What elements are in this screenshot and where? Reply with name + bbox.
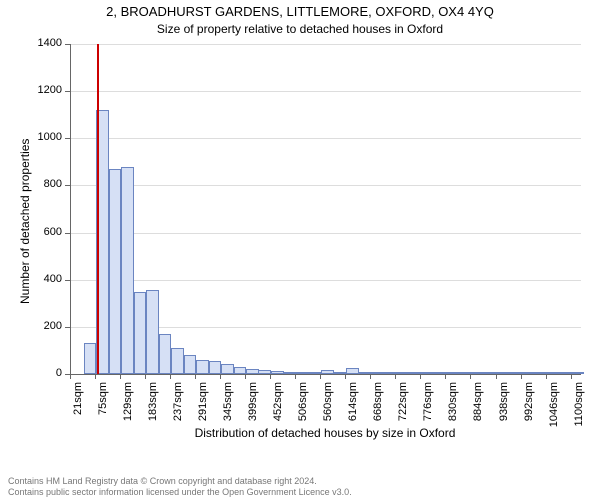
x-tick-label: 291sqm [197,382,209,432]
y-tick-label: 600 [28,226,62,238]
x-tick [521,374,522,379]
histogram-bar [346,368,359,374]
x-tick-label: 776sqm [422,382,434,432]
x-tick-label: 21sqm [72,382,84,432]
x-tick [195,374,196,379]
histogram-bar [209,361,222,374]
x-tick-label: 129sqm [122,382,134,432]
x-tick-label: 938sqm [498,382,510,432]
x-tick [245,374,246,379]
x-tick [170,374,171,379]
histogram-bar [109,169,122,374]
x-tick-label: 1046sqm [548,382,560,432]
histogram-bar [572,372,585,374]
gridline [71,44,581,45]
histogram-bar [471,372,484,374]
x-tick-label: 183sqm [147,382,159,432]
x-tick-label: 722sqm [397,382,409,432]
y-tick-label: 1200 [28,84,62,96]
histogram-bar [134,292,147,375]
histogram-bar [84,343,97,374]
x-tick [420,374,421,379]
chart-subtitle: Size of property relative to detached ho… [0,22,600,36]
x-tick [470,374,471,379]
x-tick [70,374,71,379]
x-tick-label: 237sqm [172,382,184,432]
x-tick [345,374,346,379]
y-tick [65,138,70,139]
footer-attribution: Contains HM Land Registry data © Crown c… [8,476,352,499]
gridline [71,185,581,186]
histogram-bar [184,355,197,374]
y-tick-label: 1400 [28,37,62,49]
histogram-bar [497,372,510,374]
plot-area [70,44,581,375]
x-tick-label: 830sqm [447,382,459,432]
gridline [71,233,581,234]
y-tick [65,233,70,234]
x-tick-label: 75sqm [97,382,109,432]
histogram-bar [296,372,309,374]
y-tick [65,91,70,92]
y-tick-label: 0 [28,367,62,379]
histogram-bar [446,372,459,374]
x-tick-label: 506sqm [297,382,309,432]
histogram-bar [221,364,234,374]
x-tick [295,374,296,379]
x-tick [496,374,497,379]
x-tick-label: 668sqm [372,382,384,432]
x-tick-label: 992sqm [523,382,535,432]
x-tick [320,374,321,379]
histogram-bar [547,372,560,374]
histogram-bar [321,370,334,374]
y-tick-label: 200 [28,320,62,332]
gridline [71,138,581,139]
histogram-bar [371,372,384,374]
y-tick-label: 800 [28,178,62,190]
x-tick [145,374,146,379]
x-tick [95,374,96,379]
histogram-bar [234,367,247,374]
x-tick-label: 452sqm [272,382,284,432]
histogram-bar [396,372,409,374]
histogram-bar [159,334,172,374]
y-tick [65,327,70,328]
histogram-bar [196,360,209,374]
histogram-bar [146,290,159,374]
x-tick [571,374,572,379]
x-tick-label: 560sqm [322,382,334,432]
chart-title: 2, BROADHURST GARDENS, LITTLEMORE, OXFOR… [0,4,600,19]
histogram-bar [121,167,134,374]
x-tick [445,374,446,379]
x-tick [120,374,121,379]
footer-line-1: Contains HM Land Registry data © Crown c… [8,476,352,487]
x-tick-label: 345sqm [222,382,234,432]
x-tick [546,374,547,379]
x-tick [395,374,396,379]
x-tick [270,374,271,379]
y-tick [65,280,70,281]
x-tick-label: 884sqm [472,382,484,432]
x-tick-label: 1100sqm [573,382,585,432]
histogram-bar [271,371,284,374]
x-tick-label: 399sqm [247,382,259,432]
y-tick [65,185,70,186]
histogram-bar [171,348,184,374]
y-tick [65,44,70,45]
footer-line-2: Contains public sector information licen… [8,487,352,498]
y-tick-label: 400 [28,273,62,285]
y-tick-label: 1000 [28,131,62,143]
gridline [71,91,581,92]
x-tick-label: 614sqm [347,382,359,432]
histogram-bar [522,372,535,374]
histogram-bar [246,369,259,374]
histogram-bar [421,372,434,374]
gridline [71,280,581,281]
x-tick [370,374,371,379]
property-marker-line [97,44,99,374]
x-tick [220,374,221,379]
